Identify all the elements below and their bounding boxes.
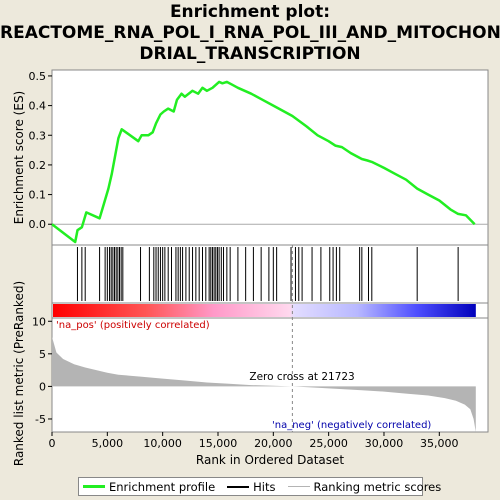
metric-y-tick-label: 0 xyxy=(39,380,46,393)
legend-swatch-hits xyxy=(227,485,250,488)
legend-label-enrichment: Enrichment profile xyxy=(109,479,216,494)
legend-item-hits: Hits xyxy=(227,479,276,494)
x-tick-label: 10,000 xyxy=(143,437,182,450)
es-y-tick-label: 0.1 xyxy=(29,189,47,202)
legend-item-metric: Ranking metric scores xyxy=(287,479,442,494)
x-tick-label: 35,000 xyxy=(420,437,459,450)
rank-bar-gradient xyxy=(53,304,476,317)
metric-y-tick-label: 5 xyxy=(39,348,46,361)
x-tick-label: 30,000 xyxy=(365,437,404,450)
metric-y-tick-label: 10 xyxy=(32,315,46,328)
enrichment-profile-line xyxy=(51,80,476,244)
metric-y-tick-label: -5 xyxy=(35,413,46,426)
es-y-tick-label: 0.4 xyxy=(29,100,47,113)
legend: Enrichment profile Hits Ranking metric s… xyxy=(78,477,441,496)
ranking-metric-area xyxy=(52,336,476,432)
es-panel: 0.0 0.1 0.2 0.3 0.4 0.5 xyxy=(29,69,489,246)
neg-correlated-label: 'na_neg' (negatively correlated) xyxy=(272,420,431,431)
x-tick-label: 20,000 xyxy=(254,437,293,450)
rank-color-bar xyxy=(51,302,489,319)
legend-swatch-metric xyxy=(287,486,310,487)
title-line-1: Enrichment plot: xyxy=(169,2,331,22)
metric-panel: -5 0 5 10 Zero cross at 21723 'na_pos' (posit… xyxy=(32,245,489,433)
title-line-3: DRIAL_TRANSCRIPTION xyxy=(139,44,361,64)
es-y-axis-label: Enrichment score (ES) xyxy=(12,91,26,224)
hits-plot-area xyxy=(51,244,489,304)
legend-item-enrichment: Enrichment profile xyxy=(83,480,215,494)
legend-label-metric: Ranking metric scores xyxy=(313,479,442,494)
x-tick-label: 0 xyxy=(49,437,56,450)
legend-swatch-enrichment xyxy=(83,485,105,488)
x-tick-label: 25,000 xyxy=(309,437,348,450)
hits-panel xyxy=(51,244,489,304)
es-y-tick-label: 0.0 xyxy=(29,218,47,231)
metric-plot-area xyxy=(51,317,489,433)
x-tick-label: 15,000 xyxy=(199,437,238,450)
x-tick-label: 5,000 xyxy=(92,437,124,450)
es-plot-area xyxy=(51,69,489,246)
legend-label-hits: Hits xyxy=(253,479,276,494)
title-line-2: REACTOME_RNA_POL_I_RNA_POL_III_AND_MITOC… xyxy=(0,23,500,43)
es-y-tick-label: 0.5 xyxy=(29,70,47,83)
zero-cross-label: Zero cross at 21723 xyxy=(249,371,354,383)
es-y-tick-label: 0.2 xyxy=(29,159,47,172)
metric-y-axis-label: Ranked list metric (PreRanked) xyxy=(12,281,26,466)
axes-text: 0 5,000 10,000 15,000 20,000 25,000 30,000 35,0… xyxy=(12,91,459,467)
es-y-tick-label: 0.3 xyxy=(29,129,47,142)
pos-correlated-label: 'na_pos' (positively correlated) xyxy=(56,320,210,331)
chart-title: Enrichment plot: REACTOME_RNA_POL_I_RNA_… xyxy=(0,2,500,65)
x-axis-label: Rank in Ordered Dataset xyxy=(196,453,344,467)
